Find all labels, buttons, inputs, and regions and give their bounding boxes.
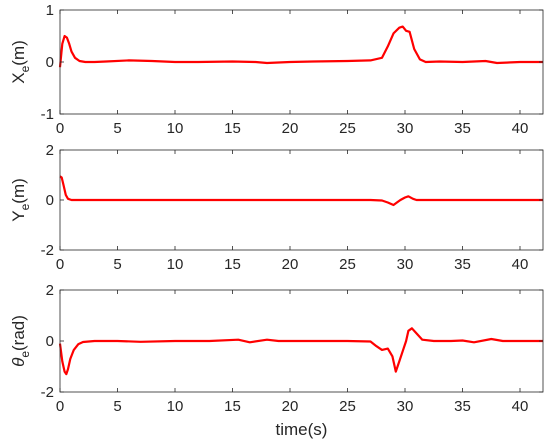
x-tick-label: 25 — [339, 120, 356, 137]
y-axis-label-subscript: e — [18, 351, 32, 358]
x-tick-label: 10 — [167, 398, 184, 415]
x-tick-label: 10 — [167, 120, 184, 137]
y-tick-label: -2 — [41, 242, 54, 259]
x-tick-label: 20 — [282, 256, 299, 273]
x-tick-label: 15 — [224, 120, 241, 137]
y-tick-label: 1 — [46, 2, 54, 19]
x-tick-label: 20 — [282, 398, 299, 415]
x-tick-label: 25 — [339, 398, 356, 415]
x-tick-label: 35 — [454, 256, 471, 273]
series-line — [58, 327, 543, 376]
y-axis-label: θe(rad) — [9, 315, 32, 367]
x-tick-label: 35 — [454, 398, 471, 415]
x-tick-label: 40 — [512, 256, 529, 273]
y-axis-label-subscript: e — [18, 203, 32, 210]
x-tick-label: 0 — [56, 398, 64, 415]
x-tick-label: 0 — [56, 120, 64, 137]
series-line — [58, 25, 543, 68]
series-line — [59, 175, 543, 207]
y-tick-label: 2 — [46, 282, 54, 299]
x-tick-label: 20 — [282, 120, 299, 137]
y-axis-label: Ye(m) — [9, 178, 32, 222]
y-axis-label-symbol: θ — [9, 357, 28, 367]
x-tick-label: 30 — [397, 120, 414, 137]
y-tick-label: 0 — [46, 192, 54, 209]
y-tick-label: -2 — [41, 384, 54, 401]
y-axis-label: Xe(m) — [9, 40, 32, 84]
x-tick-label: 5 — [113, 256, 121, 273]
y-tick-label: 0 — [46, 333, 54, 350]
y-tick-label: 0 — [46, 54, 54, 71]
y-axis-label-unit: (rad) — [9, 315, 28, 351]
x-tick-label: 5 — [113, 120, 121, 137]
x-tick-label: 15 — [224, 398, 241, 415]
y-axis-label-unit: (m) — [9, 40, 28, 65]
x-tick-label: 30 — [397, 256, 414, 273]
y-axis-label-subscript: e — [18, 65, 32, 72]
x-tick-label: 30 — [397, 398, 414, 415]
y-tick-label: -1 — [41, 106, 54, 123]
y-axis-label-symbol: Y — [9, 210, 28, 221]
y-tick-label: 2 — [46, 142, 54, 159]
x-tick-label: 15 — [224, 256, 241, 273]
y-axis-label-unit: (m) — [9, 178, 28, 203]
x-tick-label: 10 — [167, 256, 184, 273]
x-tick-label: 25 — [339, 256, 356, 273]
x-tick-label: 5 — [113, 398, 121, 415]
x-tick-label: 40 — [512, 398, 529, 415]
x-tick-label: 40 — [512, 120, 529, 137]
x-tick-label: 0 — [56, 256, 64, 273]
x-axis-label: time(s) — [276, 420, 328, 439]
x-tick-label: 35 — [454, 120, 471, 137]
y-axis-label-symbol: X — [9, 72, 28, 83]
